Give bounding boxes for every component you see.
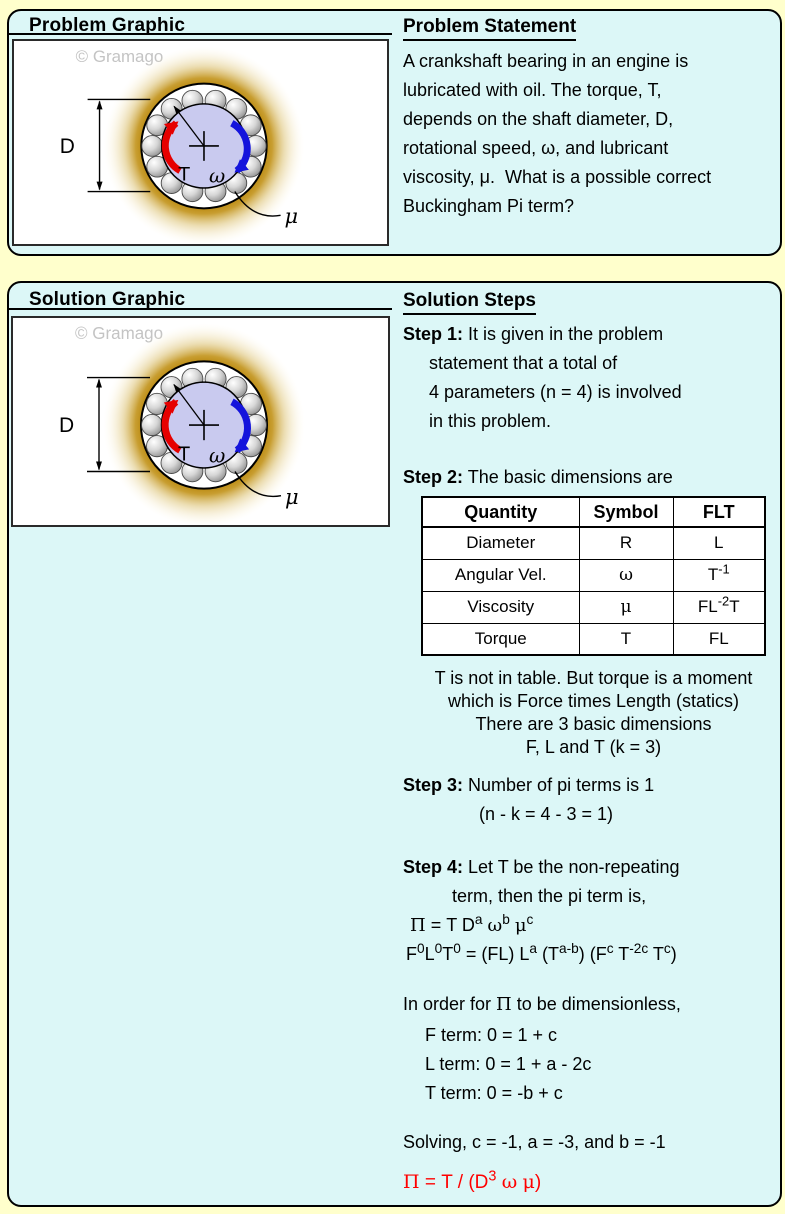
dimensions-equation: F0L0T0 = (FL) La (Ta-b) (Fc T-2c Tc) [406, 941, 677, 964]
note-line: F, L and T (k = 3) [525, 737, 662, 757]
diameter-dimension [87, 376, 150, 473]
solution-panel: Solution Graphic © Gramago T [7, 281, 782, 1207]
problem-panel: Problem Graphic © Gramago T [7, 9, 782, 256]
radius-arrow [173, 383, 205, 426]
pi-term-equation: Π = T Da ωb μc [410, 912, 534, 936]
dimensionless-block: In order for Π to be dimensionless, [403, 990, 784, 1019]
cell-quantity: Diameter [421, 526, 580, 560]
table-note: T is not in table. But torque is a momen… [403, 667, 784, 759]
step4-line: term, then the pi term is, [452, 886, 647, 906]
step4-label: Step 4: [403, 857, 464, 877]
step2-block: Step 2: The basic dimensions are [403, 463, 784, 492]
t-term-equation: T term: 0 = -b + c [425, 1083, 563, 1103]
step3-label: Step 3: [403, 775, 464, 795]
cell-quantity: Torque [421, 622, 580, 656]
note-line: which is Force times Length (statics) [447, 691, 740, 711]
watermark: © Gramago [76, 47, 164, 66]
statement-line: lubricated with oil. The torque, T, [403, 80, 662, 100]
statement-line: Buckingham Pi term? [403, 196, 575, 216]
dimensionless-intro: In order for Π to be dimensionless, [403, 994, 681, 1015]
problem-statement-section: Problem Statement [403, 16, 784, 41]
step1-line: 4 parameters (n = 4) is involved [429, 382, 682, 402]
mu-label: μ [285, 484, 299, 509]
col-header-symbol: Symbol [578, 496, 674, 528]
torque-label: T [178, 443, 190, 465]
solution-graphic-box: © Gramago T ω [11, 316, 390, 527]
result-formula: Π = T / (D3 ω μ) [403, 1168, 542, 1193]
solution-steps-title: Solution Steps [403, 290, 536, 315]
solution-graphic-title: Solution Graphic [29, 289, 186, 310]
step3-equation: (n - k = 4 - 3 = 1) [479, 804, 614, 824]
diameter-dimension [87, 98, 151, 193]
mu-leader-line [234, 471, 282, 498]
solution-steps-section: Solution Steps [403, 290, 784, 315]
step3-line: Step 3: Number of pi terms is 1 [403, 775, 655, 795]
step3-block: Step 3: Number of pi terms is 1 (n - k =… [403, 771, 784, 829]
omega-label: ω [209, 165, 225, 188]
l-term-equation: L term: 0 = 1 + a - 2c [425, 1054, 592, 1074]
step4-block: Step 4: Let T be the non-repeating term,… [403, 853, 784, 969]
statement-line: viscosity, μ. What is a possible correct [403, 167, 712, 187]
cell-flt: FL [672, 622, 766, 656]
cell-flt: FL-2T [672, 590, 766, 624]
step1-line: statement that a total of [429, 353, 618, 373]
step1-block: Step 1: It is given in the problem state… [403, 320, 784, 436]
problem-title-rule [9, 33, 392, 35]
term-equations-block: F term: 0 = 1 + c L term: 0 = 1 + a - 2c… [403, 1021, 784, 1108]
cell-symbol: T [578, 622, 674, 656]
note-line: There are 3 basic dimensions [475, 714, 712, 734]
statement-line: A crankshaft bearing in an engine is [403, 51, 689, 71]
col-header-quantity: Quantity [421, 496, 580, 528]
dimensions-table: Quantity Symbol FLT Diameter R L Angular… [421, 496, 766, 656]
cell-flt: L [672, 526, 766, 560]
omega-label: ω [209, 443, 225, 467]
table-row: Diameter R L [421, 526, 766, 560]
problem-graphic-box: © Gramago T ω [12, 39, 389, 246]
diameter-label: D [60, 135, 75, 158]
omega-arrow [230, 120, 251, 174]
cell-quantity: Angular Vel. [421, 558, 580, 592]
table-row: Viscosity μ FL-2T [421, 590, 766, 624]
note-line: T is not in table. But torque is a momen… [434, 668, 753, 688]
cell-symbol: ω [578, 558, 674, 592]
table-row: Torque T FL [421, 622, 766, 656]
step2-line: Step 2: The basic dimensions are [403, 467, 673, 487]
solving-line: Solving, c = -1, a = -3, and b = -1 [403, 1132, 666, 1152]
diameter-label: D [59, 414, 74, 437]
step1-line: Step 1: It is given in the problem [403, 324, 664, 344]
torque-arrow [161, 120, 182, 174]
problem-statement-title: Problem Statement [403, 16, 577, 41]
bearing-diagram: © Gramago T ω [60, 45, 305, 244]
step4-line: Step 4: Let T be the non-repeating [403, 857, 680, 877]
cell-quantity: Viscosity [421, 590, 580, 624]
step1-line: in this problem. [429, 411, 552, 431]
problem-graphic-title: Problem Graphic [29, 15, 186, 36]
solution-title-rule [9, 308, 392, 310]
radius-arrow [173, 105, 205, 147]
omega-arrow [230, 398, 251, 453]
step2-label: Step 2: [403, 467, 464, 487]
table-header-row: Quantity Symbol FLT [421, 496, 766, 528]
statement-line: depends on the shaft diameter, D, [403, 109, 674, 129]
mu-label: μ [285, 204, 299, 228]
f-term-equation: F term: 0 = 1 + c [425, 1025, 558, 1045]
torque-arrow [161, 399, 182, 454]
statement-line: rotational speed, ω, and lubricant [403, 138, 669, 158]
table-row: Angular Vel. ω T-1 [421, 558, 766, 592]
ball-bearings [141, 367, 267, 483]
col-header-flt: FLT [672, 496, 766, 528]
mu-leader-line [234, 191, 281, 217]
cell-symbol: μ [578, 590, 674, 624]
cell-flt: T-1 [672, 558, 766, 592]
problem-statement-text: A crankshaft bearing in an engine is lub… [403, 47, 784, 221]
bearing-diagram: © Gramago T ω [59, 323, 305, 525]
watermark: © Gramago [75, 324, 163, 343]
step1-label: Step 1: [403, 324, 464, 344]
cell-symbol: R [578, 526, 674, 560]
torque-label: T [178, 164, 190, 186]
